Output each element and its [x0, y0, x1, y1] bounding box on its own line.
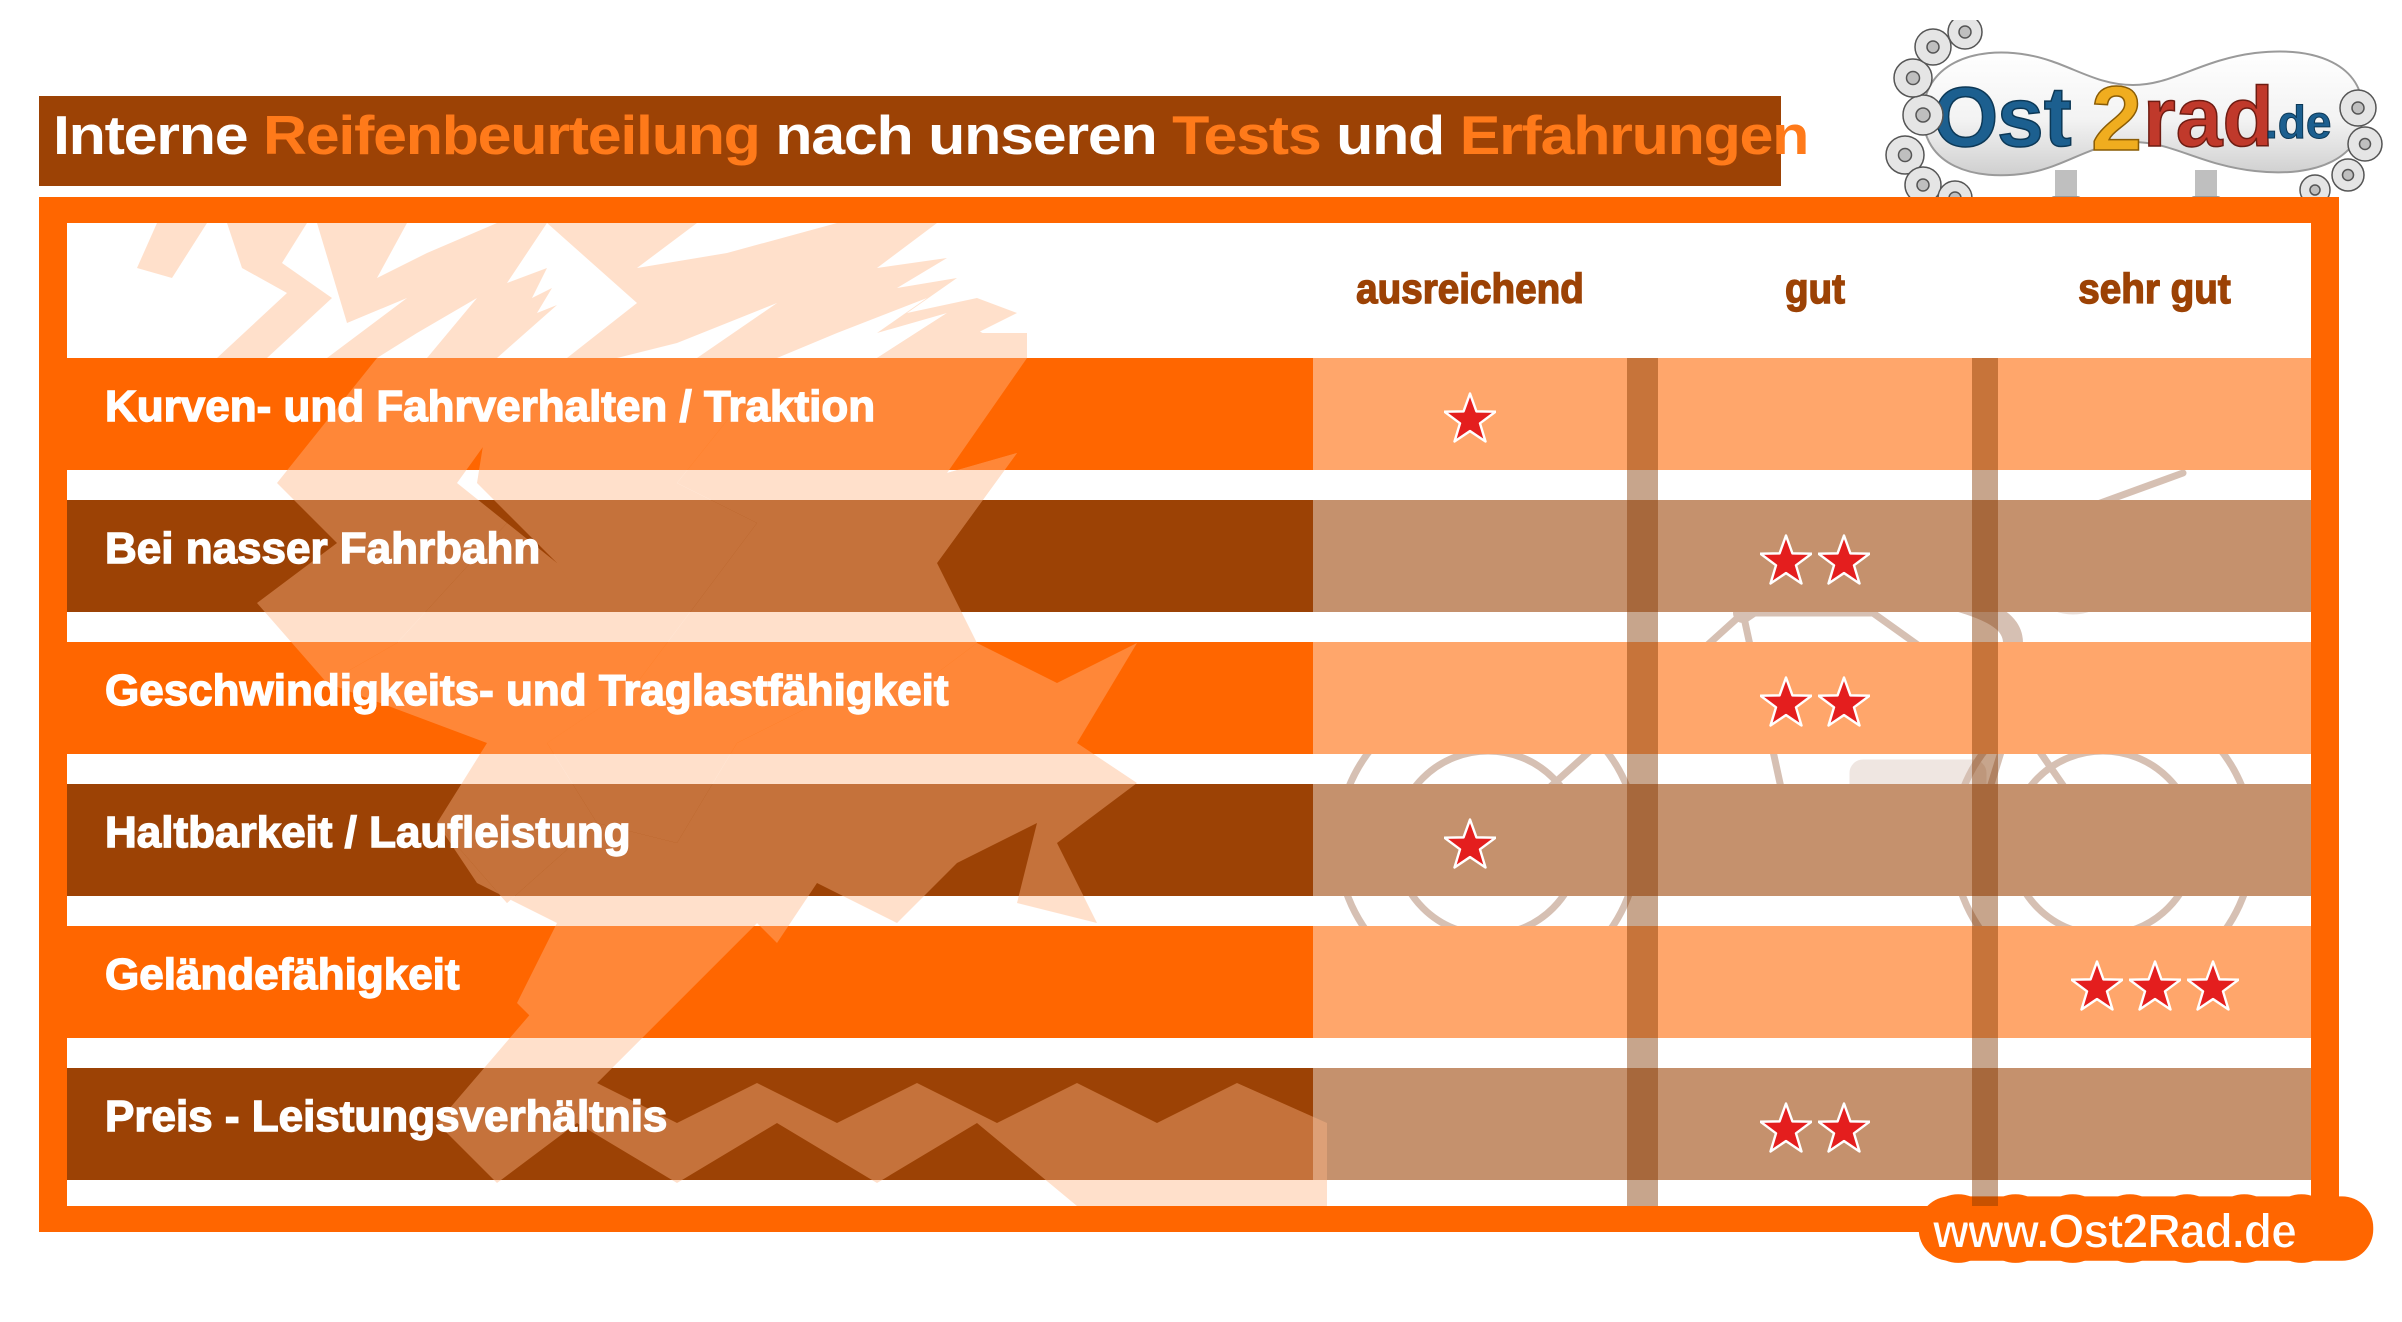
svg-text:st: st	[1997, 70, 2072, 164]
svg-text:.de: .de	[2265, 96, 2331, 148]
svg-text:www.Ost2Rad.de: www.Ost2Rad.de	[1932, 1204, 2296, 1258]
svg-text:2: 2	[2091, 68, 2142, 170]
svg-text:rad: rad	[2143, 70, 2274, 164]
